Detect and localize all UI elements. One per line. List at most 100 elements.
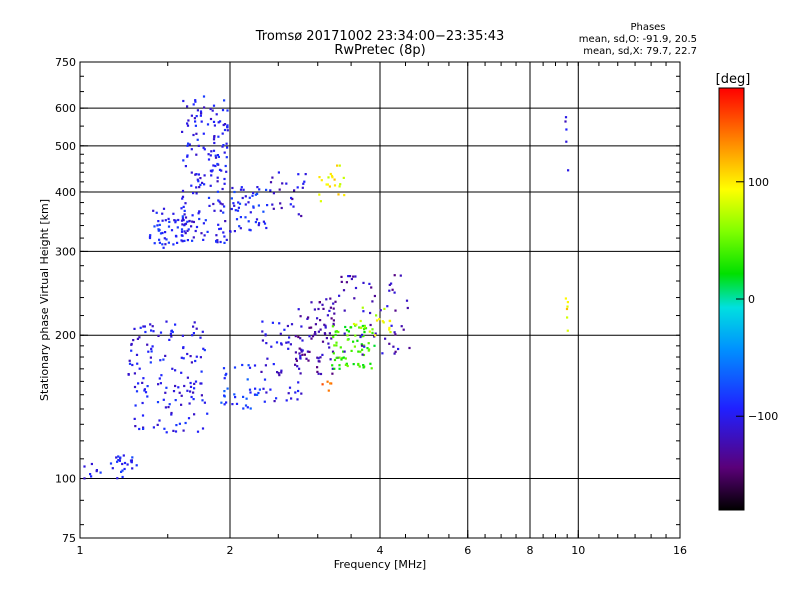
data-point <box>180 219 184 222</box>
data-point <box>332 352 335 355</box>
data-point <box>182 99 185 103</box>
data-point <box>327 176 330 179</box>
data-point <box>383 307 386 310</box>
data-point <box>159 331 163 334</box>
data-point <box>200 232 203 235</box>
data-point <box>241 363 244 367</box>
data-point <box>190 225 193 228</box>
data-point <box>139 326 142 329</box>
data-point <box>119 456 122 459</box>
data-point <box>566 305 569 308</box>
data-point <box>118 459 121 462</box>
data-point <box>270 345 273 348</box>
data-point <box>164 231 167 234</box>
data-point <box>132 339 135 342</box>
data-point <box>180 228 184 231</box>
data-point <box>244 404 248 407</box>
data-point <box>367 349 370 352</box>
data-point <box>299 337 302 340</box>
data-point <box>361 348 364 351</box>
data-point <box>212 104 216 107</box>
data-point <box>325 298 328 301</box>
data-point <box>221 203 224 206</box>
data-point <box>115 456 118 459</box>
data-point <box>214 164 217 168</box>
data-point <box>138 336 141 339</box>
data-point <box>332 319 335 322</box>
data-point <box>298 352 301 355</box>
data-point <box>374 334 377 337</box>
data-point <box>338 367 341 370</box>
data-point <box>181 195 185 198</box>
data-point <box>150 347 153 350</box>
data-point <box>162 358 165 361</box>
data-point <box>217 135 220 138</box>
data-point <box>217 155 220 158</box>
data-point <box>157 228 160 231</box>
data-point <box>295 359 298 362</box>
data-point <box>162 207 166 210</box>
data-point <box>217 121 220 124</box>
data-point <box>367 342 370 345</box>
data-point <box>362 310 365 313</box>
data-point <box>188 402 191 405</box>
stats-heading: Phases <box>630 22 665 33</box>
data-point <box>308 350 311 353</box>
data-point <box>340 275 343 278</box>
data-point <box>279 332 282 335</box>
data-point <box>131 467 134 470</box>
data-point <box>294 391 297 394</box>
data-point <box>297 381 300 384</box>
data-point <box>135 464 138 467</box>
data-point <box>286 324 289 328</box>
data-point <box>342 350 345 353</box>
data-point <box>194 124 197 127</box>
data-point <box>344 357 347 360</box>
data-point <box>321 303 324 306</box>
data-point <box>338 356 341 359</box>
data-point <box>371 300 374 303</box>
data-point <box>195 355 198 358</box>
data-point <box>165 431 168 434</box>
data-point <box>335 356 338 359</box>
data-point <box>388 326 391 329</box>
data-point <box>244 195 247 198</box>
data-point <box>334 300 337 303</box>
data-point <box>275 341 279 344</box>
data-point <box>187 228 190 231</box>
data-point <box>168 403 171 406</box>
data-point <box>197 173 200 176</box>
data-point <box>221 145 224 148</box>
data-point <box>151 345 154 348</box>
y-tick-label: 300 <box>55 245 76 258</box>
data-point <box>213 135 216 138</box>
data-point <box>364 327 368 330</box>
data-point <box>399 274 402 277</box>
data-point <box>181 189 185 192</box>
data-point <box>209 184 212 187</box>
data-point <box>134 425 137 428</box>
data-point <box>196 138 199 141</box>
data-point <box>170 413 173 416</box>
data-point <box>175 235 178 238</box>
data-point <box>297 213 300 216</box>
data-point <box>331 367 334 370</box>
data-point <box>393 291 396 294</box>
data-point <box>296 186 299 189</box>
colorbar-label: [deg] <box>716 72 751 87</box>
data-point <box>190 184 193 187</box>
data-point <box>218 227 221 231</box>
data-point <box>318 176 321 179</box>
data-point <box>153 242 156 245</box>
data-point <box>206 230 209 233</box>
data-point <box>362 353 366 357</box>
data-point <box>199 356 202 359</box>
data-point <box>222 231 225 234</box>
data-point <box>394 350 397 353</box>
data-point <box>197 144 200 147</box>
data-point <box>319 356 322 359</box>
data-point <box>408 346 411 350</box>
data-point <box>349 326 352 329</box>
data-point <box>180 403 183 406</box>
data-point <box>200 370 203 373</box>
